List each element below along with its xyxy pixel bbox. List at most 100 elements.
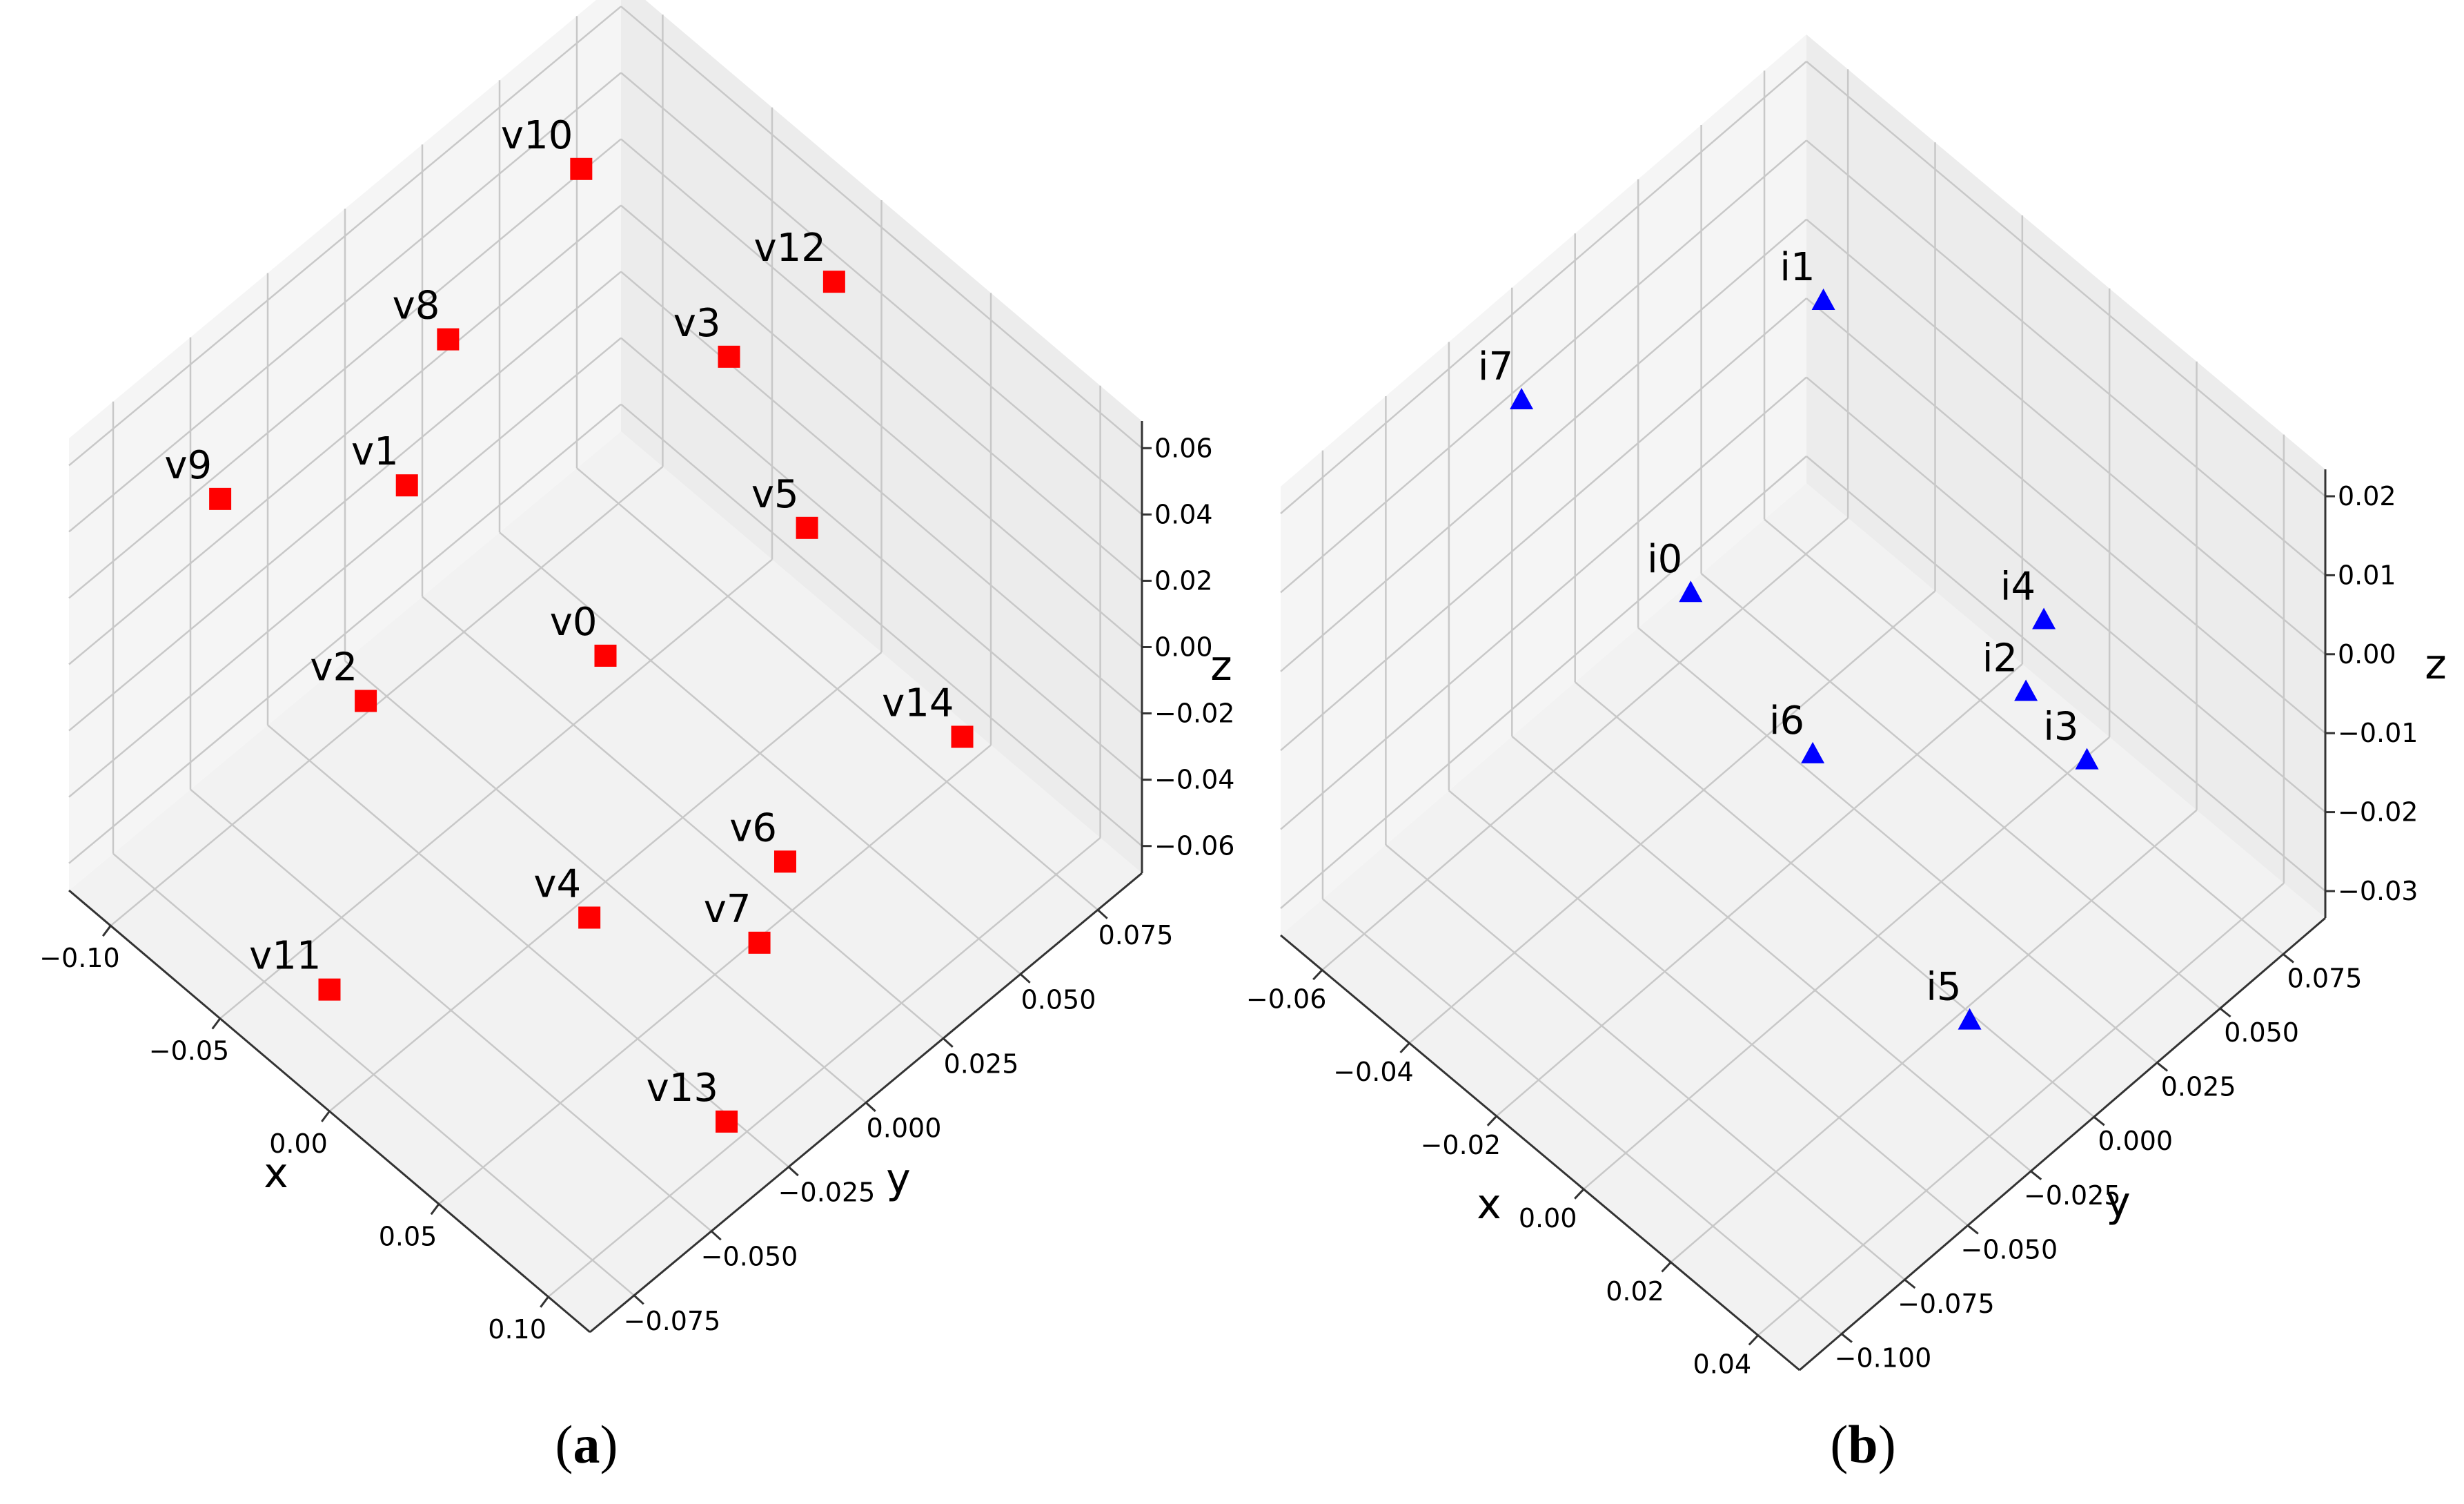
- y-tick-mark: [942, 1037, 954, 1048]
- x-tick-label: 0.02: [1606, 1276, 1664, 1307]
- data-point-square: [773, 850, 796, 873]
- z-tick-label: 0.02: [1154, 565, 1213, 596]
- y-tick-mark: [2283, 953, 2294, 964]
- y-tick-label: 0.025: [944, 1048, 1019, 1079]
- wall-gridline-z: [1280, 139, 1807, 594]
- y-tick-mark: [2219, 1007, 2231, 1018]
- data-point-square: [437, 328, 460, 351]
- y-tick-label: −0.075: [1898, 1289, 1995, 1319]
- wall-gridline-z: [68, 138, 622, 599]
- y-tick-label: −0.025: [778, 1178, 876, 1208]
- data-point-label: i6: [1769, 699, 1804, 743]
- z-axis-title: z: [2425, 641, 2447, 689]
- data-point-label: v12: [753, 226, 825, 271]
- z-tick-label: −0.02: [1154, 699, 1234, 729]
- data-point-label: v5: [751, 472, 799, 517]
- y-tick-mark: [1904, 1278, 1916, 1289]
- data-point-triangle: [2032, 607, 2056, 629]
- y-tick-label: 0.000: [867, 1113, 942, 1144]
- z-tick-label: 0.00: [1154, 632, 1213, 663]
- data-point-triangle: [1510, 388, 1534, 410]
- caption-a-open: (: [555, 1414, 573, 1474]
- x-tick-label: −0.02: [1421, 1130, 1501, 1160]
- x-tick-mark: [1399, 1042, 1410, 1054]
- z-tick-label: −0.04: [1154, 765, 1234, 795]
- floor-gridline-x: [1583, 736, 2110, 1190]
- z-tick-label: 0.06: [1154, 433, 1213, 463]
- data-point-square: [578, 906, 601, 929]
- wall-gridline-z: [620, 138, 1143, 582]
- x-tick-label: −0.05: [149, 1036, 229, 1066]
- panel-b-caption: (b): [1760, 1414, 1967, 1476]
- data-point-label: v9: [164, 443, 212, 488]
- floor-gridline-y: [190, 788, 712, 1232]
- x-tick-label: −0.04: [1333, 1057, 1413, 1087]
- wall-gridline-z: [68, 204, 622, 665]
- wall-gridline-z: [68, 403, 622, 864]
- z-tick-label: 0.00: [2338, 639, 2396, 670]
- floor-gridline-y: [499, 531, 1021, 975]
- data-point-label: v8: [393, 284, 440, 329]
- data-point-label: v14: [882, 681, 954, 725]
- wall-gridline-z: [620, 403, 1143, 847]
- wall-gridline-z: [1280, 456, 1807, 909]
- caption-b-close: ): [1877, 1414, 1896, 1474]
- wall-gridline-z: [620, 204, 1143, 648]
- wall-gridline-z: [1806, 376, 2326, 813]
- x-tick-mark: [1574, 1188, 1585, 1200]
- data-point-square: [951, 725, 974, 748]
- panel-a-caption: (a): [483, 1414, 690, 1476]
- y-tick-mark: [1841, 1333, 1853, 1343]
- data-point-label: v0: [550, 600, 598, 645]
- y-tick-mark: [1096, 909, 1108, 919]
- x-tick-mark: [430, 1203, 440, 1215]
- panel-a-3d-scatter: −0.10 −0.05 0.00 0.05 0.10 −0.075 −0.050 −0.025…: [39, 0, 1234, 1345]
- floor-gridline-y: [1385, 844, 1906, 1280]
- caption-a-letter: a: [573, 1414, 600, 1474]
- data-point-label: v4: [533, 861, 581, 906]
- y-tick-mark: [633, 1294, 644, 1305]
- x-tick-mark: [1486, 1115, 1497, 1126]
- z-tick-label: −0.03: [2338, 876, 2418, 906]
- y-tick-mark: [2030, 1170, 2042, 1180]
- x-axis-title: x: [1477, 1180, 1501, 1229]
- data-point-square: [748, 931, 771, 954]
- y-tick-label: 0.050: [2224, 1017, 2299, 1048]
- z-tick-label: 0.02: [2338, 481, 2396, 511]
- floor-gridline-y: [1574, 681, 2095, 1118]
- data-point-label: v13: [647, 1066, 718, 1111]
- y-tick-label: 0.075: [1098, 920, 1174, 950]
- floor-gridline-y: [422, 596, 944, 1039]
- panel-b-3d-scatter: −0.06 −0.04 −0.02 0.00 0.02 0.04 −0.100 −0.075 −…: [1246, 35, 2447, 1380]
- y-tick-label: 0.025: [2161, 1072, 2236, 1102]
- data-point-label: i4: [2000, 564, 2036, 609]
- data-point-square: [395, 474, 418, 497]
- y-tick-label: −0.050: [1961, 1234, 2058, 1264]
- floor-gridline-y: [576, 467, 1098, 911]
- x-tick-label: 0.04: [1693, 1349, 1752, 1380]
- x-axis-line: [1280, 934, 1800, 1371]
- z-tick-label: 0.01: [2338, 560, 2396, 590]
- x-tick-label: 0.00: [269, 1129, 328, 1159]
- floor-gridline-x: [1321, 517, 1849, 971]
- data-point-label: v7: [704, 887, 751, 932]
- data-point-square: [355, 690, 377, 712]
- data-point-label: i5: [1926, 965, 1961, 1010]
- y-tick-mark: [2156, 1062, 2169, 1072]
- right-pane: [1806, 35, 2325, 918]
- y-tick-label: 0.050: [1021, 984, 1096, 1015]
- data-point-square: [209, 487, 232, 510]
- wall-gridline-z: [1280, 218, 1807, 672]
- x-tick-mark: [1312, 969, 1323, 981]
- data-point-triangle: [2014, 679, 2038, 701]
- wall-gridline-z: [1806, 61, 2326, 497]
- data-point-triangle: [2075, 748, 2099, 770]
- x-tick-label: 0.00: [1519, 1203, 1577, 1233]
- y-tick-mark: [2093, 1116, 2105, 1126]
- y-tick-mark: [865, 1102, 876, 1113]
- floor-pane: [1281, 483, 2325, 1370]
- floor-gridline-x: [1757, 882, 2285, 1336]
- data-point-square: [716, 1110, 738, 1133]
- wall-gridline-z: [1806, 218, 2326, 655]
